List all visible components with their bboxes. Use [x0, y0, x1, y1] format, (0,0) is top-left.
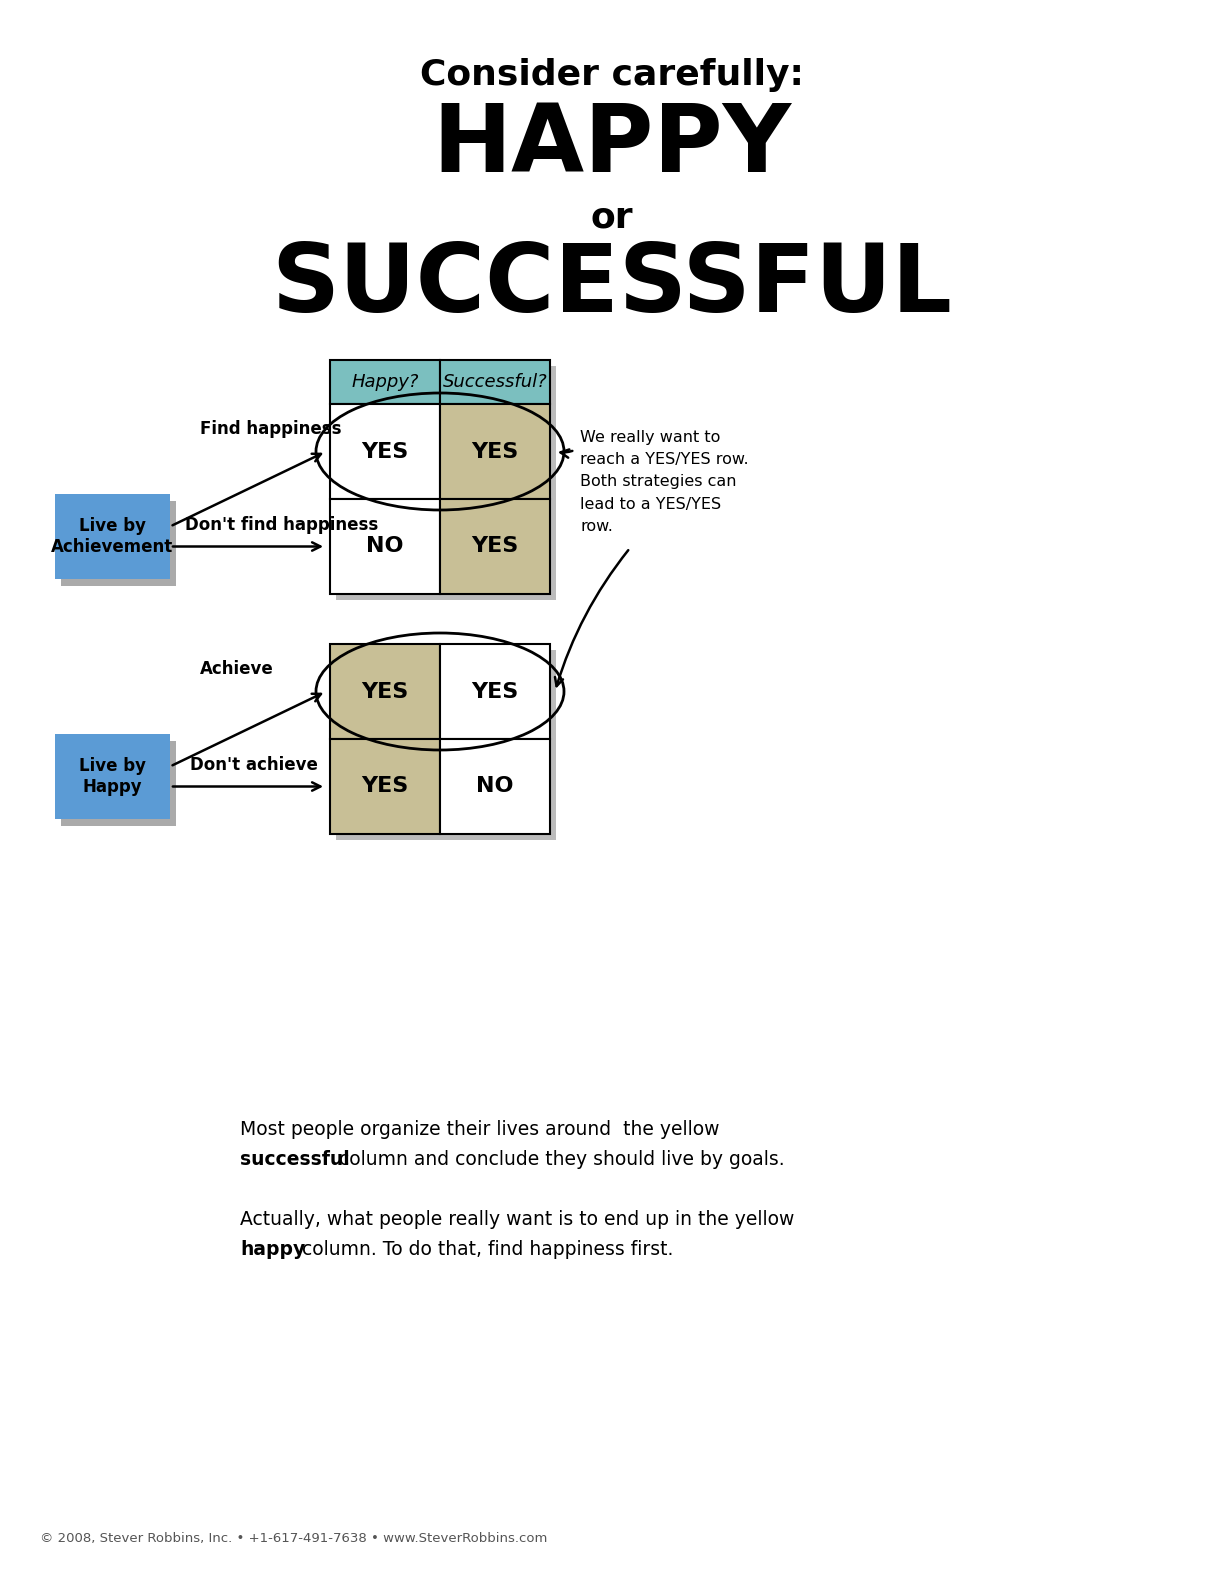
Text: YES: YES: [361, 776, 409, 797]
Bar: [55, 733, 170, 819]
Text: YES: YES: [471, 442, 519, 461]
Bar: [330, 404, 439, 499]
Text: happy: happy: [240, 1240, 305, 1259]
Text: Happy?: Happy?: [351, 372, 419, 391]
Bar: [61, 741, 176, 825]
Text: Actually, what people really want is to end up in the yellow: Actually, what people really want is to …: [240, 1210, 794, 1229]
Bar: [439, 499, 550, 594]
Text: Find happiness: Find happiness: [200, 420, 341, 439]
Text: NO: NO: [366, 537, 404, 556]
Text: Live by
Happy: Live by Happy: [80, 757, 146, 795]
Text: Don't find happiness: Don't find happiness: [185, 515, 378, 534]
Text: column. To do that, find happiness first.: column. To do that, find happiness first…: [296, 1240, 673, 1259]
Bar: [337, 649, 556, 840]
Text: YES: YES: [471, 537, 519, 556]
Bar: [330, 360, 439, 404]
Text: YES: YES: [471, 681, 519, 702]
Bar: [337, 366, 556, 600]
Bar: [55, 494, 170, 580]
Text: Successful?: Successful?: [443, 372, 547, 391]
Text: NO: NO: [476, 776, 514, 797]
Bar: [330, 645, 439, 740]
Text: successful: successful: [240, 1150, 350, 1169]
Text: Consider carefully:: Consider carefully:: [420, 59, 804, 92]
Bar: [439, 645, 550, 740]
Bar: [439, 360, 550, 404]
Bar: [439, 404, 550, 499]
Bar: [61, 501, 176, 586]
Text: YES: YES: [361, 442, 409, 461]
Text: SUCCESSFUL: SUCCESSFUL: [272, 241, 952, 333]
Text: © 2008, Stever Robbins, Inc. • +1-617-491-7638 • www.SteverRobbins.com: © 2008, Stever Robbins, Inc. • +1-617-49…: [40, 1532, 547, 1544]
Text: We really want to
reach a YES/YES row.
Both strategies can
lead to a YES/YES
row: We really want to reach a YES/YES row. B…: [580, 429, 749, 534]
Text: or: or: [591, 200, 633, 234]
Text: Achieve: Achieve: [200, 661, 274, 678]
Bar: [330, 499, 439, 594]
Text: Most people organize their lives around  the yellow: Most people organize their lives around …: [240, 1120, 720, 1139]
Text: HAPPY: HAPPY: [432, 100, 792, 192]
Text: Don't achieve: Don't achieve: [190, 756, 318, 773]
Text: column and conclude they should live by goals.: column and conclude they should live by …: [333, 1150, 785, 1169]
Text: YES: YES: [361, 681, 409, 702]
Text: Live by
Achievement: Live by Achievement: [51, 516, 174, 556]
Bar: [439, 740, 550, 835]
Bar: [330, 740, 439, 835]
